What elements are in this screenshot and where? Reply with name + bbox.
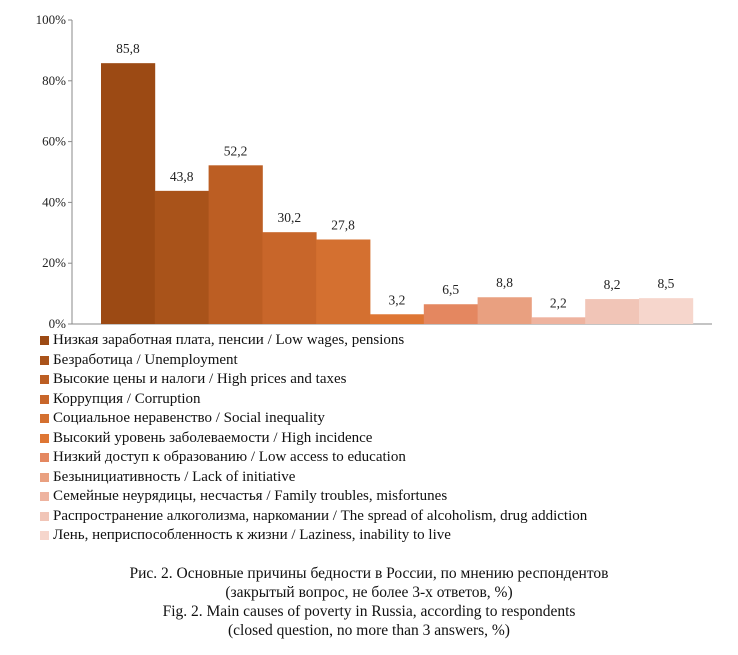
legend-label: Семейные неурядицы, несчастья / Family t…	[53, 488, 448, 505]
data-label: 27,8	[331, 217, 355, 232]
data-label: 52,2	[224, 143, 248, 158]
legend-item: Социальное неравенство / Social inequali…	[40, 409, 730, 429]
bar	[262, 232, 317, 324]
bar-layer	[101, 63, 694, 324]
legend-label: Низкая заработная плата, пенсии / Low wa…	[53, 332, 405, 349]
bar	[316, 239, 371, 324]
legend-label: Социальное неравенство / Social inequali…	[53, 410, 325, 427]
legend-label: Высокий уровень заболеваемости / High in…	[53, 429, 373, 446]
caption-line-en-note: (closed question, no more than 3 answers…	[228, 622, 510, 639]
legend-label: Безынициативность / Lack of initiative	[53, 468, 296, 485]
caption-line-en-title: Fig. 2. Main causes of poverty in Russia…	[162, 603, 576, 620]
bar	[423, 304, 478, 324]
bar	[585, 299, 640, 324]
bar-chart: 0% 20% 40% 60% 80% 100% 85,8 43,8 52,2 30,2 27,8 3…	[36, 12, 712, 330]
legend-label: Распространение алкоголизма, наркомании …	[53, 507, 588, 524]
data-label: 8,2	[604, 277, 621, 292]
data-label: 85,8	[116, 41, 140, 56]
caption-line-ru-note: (закрытый вопрос, не более 3-х ответов, …	[225, 584, 513, 601]
data-label: 8,8	[496, 275, 513, 290]
legend-item: Безынициативность / Lack of initiative	[40, 468, 730, 488]
legend-swatch	[40, 511, 49, 521]
legend-label: Высокие цены и налоги / High prices and …	[53, 371, 347, 388]
data-label: 30,2	[277, 210, 301, 225]
legend-label: Коррупция / Corruption	[53, 390, 201, 407]
bar	[370, 314, 425, 324]
legend-swatch	[40, 492, 49, 502]
bar	[531, 317, 586, 324]
bar	[101, 63, 156, 324]
y-tick-label: 0%	[49, 316, 67, 330]
legend-swatch	[40, 336, 49, 346]
legend-item: Низкая заработная плата, пенсии / Low wa…	[40, 331, 730, 351]
y-tick-label: 100%	[36, 12, 67, 27]
figure-caption: Рис. 2. Основные причины бедности в Росс…	[0, 564, 738, 640]
data-label-layer: 85,8 43,8 52,2 30,2 27,8 3,2 6,5 8,8 2,2 8,2 8,5	[116, 41, 675, 310]
y-tick-label: 80%	[42, 73, 66, 88]
legend-item: Высокий уровень заболеваемости / High in…	[40, 429, 730, 449]
y-tick-label: 60%	[42, 134, 66, 149]
legend-swatch	[40, 394, 49, 404]
legend-label: Лень, неприспособленность к жизни / Lazi…	[53, 527, 451, 544]
legend-item: Распространение алкоголизма, наркомании …	[40, 507, 730, 527]
legend: Низкая заработная плата, пенсии / Low wa…	[40, 331, 730, 546]
legend-swatch	[40, 433, 49, 443]
legend-item: Низкий доступ к образованию / Low access…	[40, 448, 730, 468]
legend-swatch	[40, 414, 49, 424]
legend-item: Высокие цены и налоги / High prices and …	[40, 370, 730, 390]
y-tick-label: 20%	[42, 255, 66, 270]
bar	[639, 298, 694, 324]
chart-area: 0% 20% 40% 60% 80% 100% 85,8 43,8 52,2 30,2 27,8 3…	[36, 12, 712, 330]
data-label: 43,8	[170, 169, 194, 184]
legend-item: Лень, неприспособленность к жизни / Lazi…	[40, 526, 730, 546]
legend-item: Безработица / Unemployment	[40, 351, 730, 371]
data-label: 3,2	[388, 292, 405, 307]
legend-swatch	[40, 472, 49, 482]
bar	[477, 297, 532, 324]
caption-line-ru-title: Рис. 2. Основные причины бедности в Росс…	[129, 565, 609, 582]
bar	[208, 165, 263, 324]
legend-swatch	[40, 453, 49, 463]
legend-label: Низкий доступ к образованию / Low access…	[53, 449, 406, 466]
legend-swatch	[40, 375, 49, 385]
bar	[154, 190, 209, 324]
data-label: 2,2	[550, 295, 567, 310]
data-label: 6,5	[442, 282, 459, 297]
y-tick-label: 40%	[42, 194, 66, 209]
data-label: 8,5	[657, 276, 674, 291]
legend-item: Коррупция / Corruption	[40, 390, 730, 410]
legend-label: Безработица / Unemployment	[53, 351, 238, 368]
legend-item: Семейные неурядицы, несчастья / Family t…	[40, 487, 730, 507]
legend-swatch	[40, 531, 49, 541]
legend-swatch	[40, 355, 49, 365]
